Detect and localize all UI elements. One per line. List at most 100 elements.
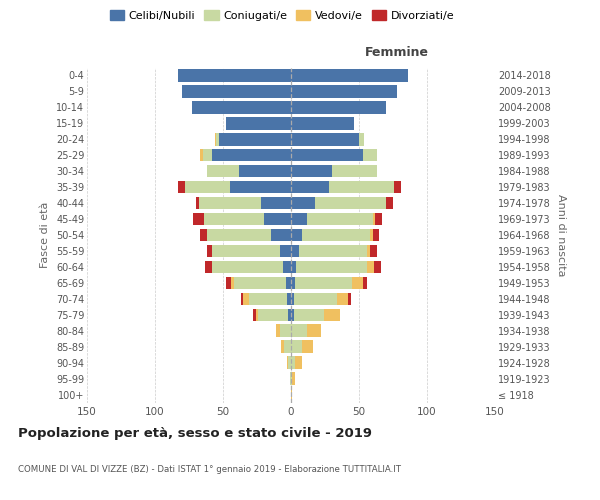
Bar — [286, 276, 291, 289]
Bar — [291, 244, 299, 257]
Bar — [290, 372, 291, 385]
Bar — [212, 260, 283, 273]
Bar — [276, 324, 280, 337]
Bar — [212, 149, 291, 162]
Bar — [193, 213, 204, 226]
Bar — [259, 308, 288, 321]
Bar — [244, 292, 249, 305]
Bar — [182, 85, 291, 98]
Bar — [281, 340, 284, 353]
Text: Femmine: Femmine — [365, 46, 429, 59]
Bar — [294, 308, 323, 321]
Bar — [239, 165, 291, 177]
Bar — [348, 292, 351, 305]
Bar — [329, 181, 394, 194]
Bar — [291, 308, 294, 321]
Bar — [192, 101, 291, 114]
Text: COMUNE DI VAL DI VIZZE (BZ) - Dati ISTAT 1° gennaio 2019 - Elaborazione TUTTITAL: COMUNE DI VAL DI VIZZE (BZ) - Dati ISTAT… — [18, 466, 401, 474]
Bar — [288, 308, 291, 321]
Bar — [374, 260, 381, 273]
Bar — [291, 70, 408, 82]
Bar — [292, 372, 295, 385]
Bar — [226, 117, 291, 130]
Bar — [373, 213, 376, 226]
Bar — [291, 101, 386, 114]
Bar — [386, 197, 393, 209]
Y-axis label: Fasce di età: Fasce di età — [40, 202, 50, 268]
Bar — [332, 165, 377, 177]
Bar — [376, 213, 382, 226]
Bar — [302, 229, 370, 241]
Bar — [307, 213, 373, 226]
Bar — [291, 165, 332, 177]
Bar — [307, 324, 321, 337]
Bar — [271, 229, 291, 241]
Bar — [363, 149, 377, 162]
Bar — [373, 229, 379, 241]
Bar — [291, 372, 292, 385]
Bar — [294, 292, 337, 305]
Text: Popolazione per età, sesso e stato civile - 2019: Popolazione per età, sesso e stato civil… — [18, 428, 372, 440]
Bar — [234, 276, 286, 289]
Bar — [363, 276, 367, 289]
Bar — [219, 133, 291, 145]
Bar — [216, 133, 219, 145]
Bar — [291, 85, 397, 98]
Bar — [203, 149, 212, 162]
Bar — [291, 356, 295, 369]
Bar — [231, 276, 234, 289]
Bar — [370, 229, 373, 241]
Bar — [199, 197, 261, 209]
Bar — [283, 260, 291, 273]
Bar — [284, 340, 291, 353]
Bar — [287, 356, 288, 369]
Bar — [212, 244, 280, 257]
Bar — [280, 324, 291, 337]
Bar — [299, 244, 367, 257]
Bar — [291, 260, 296, 273]
Bar — [205, 260, 212, 273]
Bar — [367, 244, 370, 257]
Bar — [256, 308, 259, 321]
Bar — [196, 197, 199, 209]
Bar — [291, 229, 302, 241]
Bar — [280, 244, 291, 257]
Bar — [291, 133, 359, 145]
Bar — [249, 292, 287, 305]
Bar — [178, 181, 185, 194]
Bar — [287, 292, 291, 305]
Bar — [296, 260, 367, 273]
Bar — [264, 213, 291, 226]
Bar — [359, 133, 364, 145]
Bar — [291, 149, 363, 162]
Bar — [241, 292, 244, 305]
Bar — [226, 276, 231, 289]
Bar — [352, 276, 363, 289]
Bar — [337, 292, 348, 305]
Bar — [323, 308, 340, 321]
Bar — [291, 276, 295, 289]
Bar — [206, 165, 239, 177]
Bar — [291, 292, 294, 305]
Bar — [215, 133, 216, 145]
Bar — [367, 260, 374, 273]
Bar — [291, 388, 292, 400]
Bar — [394, 181, 401, 194]
Bar — [185, 181, 230, 194]
Bar — [206, 244, 212, 257]
Bar — [206, 229, 271, 241]
Bar — [200, 149, 203, 162]
Bar — [295, 276, 352, 289]
Bar — [230, 181, 291, 194]
Legend: Celibi/Nubili, Coniugati/e, Vedovi/e, Divorziati/e: Celibi/Nubili, Coniugati/e, Vedovi/e, Di… — [106, 6, 458, 25]
Y-axis label: Anni di nascita: Anni di nascita — [556, 194, 566, 276]
Bar — [200, 229, 206, 241]
Bar — [204, 213, 264, 226]
Bar — [178, 70, 291, 82]
Bar — [370, 244, 377, 257]
Bar — [288, 356, 291, 369]
Bar — [261, 197, 291, 209]
Bar — [291, 197, 316, 209]
Bar — [291, 117, 353, 130]
Bar — [291, 340, 302, 353]
